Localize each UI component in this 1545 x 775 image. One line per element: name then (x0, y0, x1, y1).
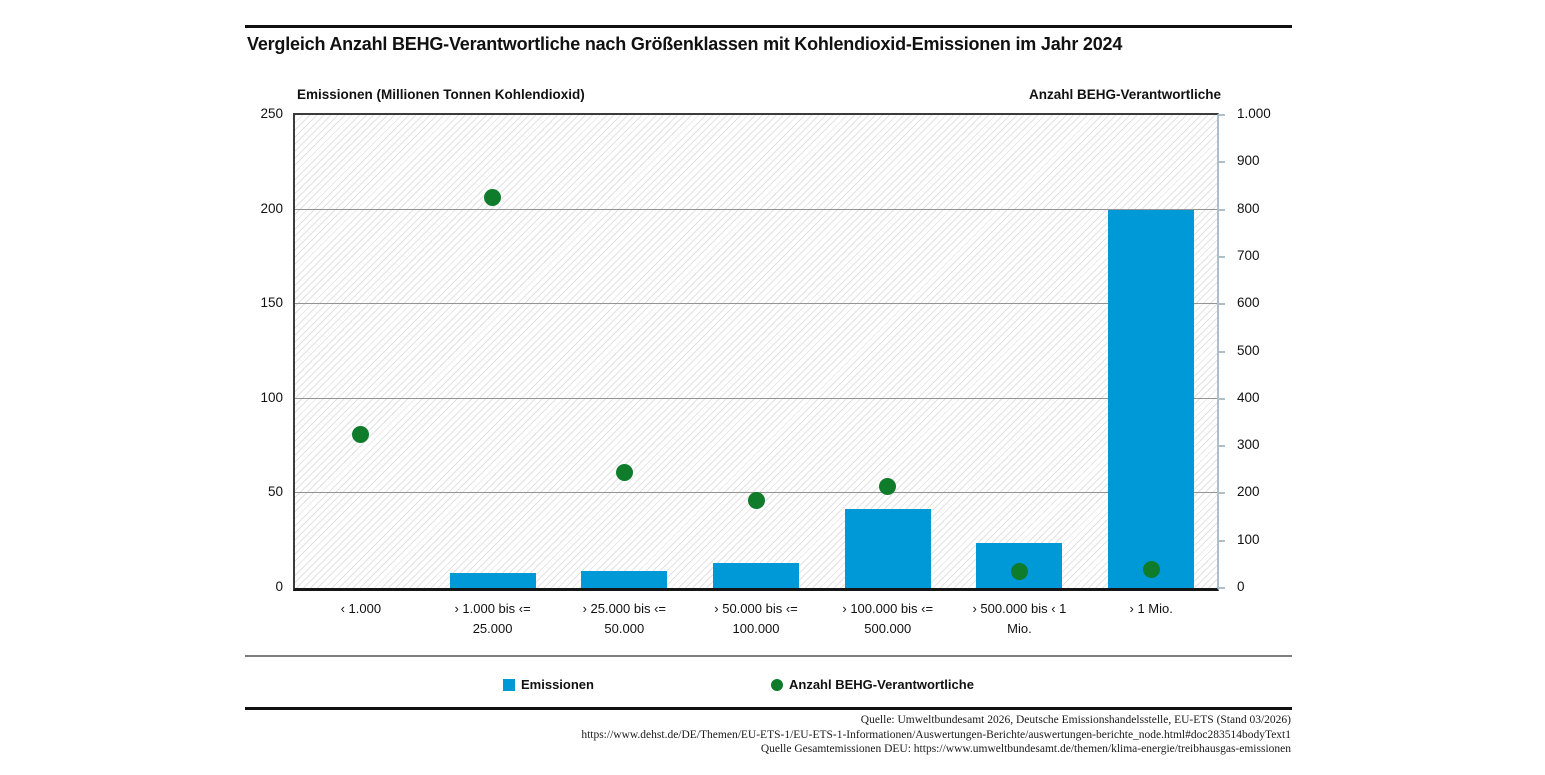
right-axis-tick (1219, 350, 1225, 353)
x-axis-label-line1: › 500.000 bis ‹ 1 (972, 601, 1067, 616)
x-axis-label: › 50.000 bis ‹= 100.000 (690, 599, 822, 639)
right-axis-tick (1219, 303, 1225, 306)
x-axis-label-line2: 500.000 (864, 621, 912, 636)
y-tick-label-left: 250 (260, 106, 283, 121)
count-dot (1010, 562, 1028, 580)
x-axis-label: ‹ 1.000 (295, 599, 427, 639)
right-axis-tick (1219, 114, 1225, 116)
right-axis-tick (1219, 397, 1225, 400)
y-tick-label-right: 800 (1237, 200, 1260, 216)
x-axis-label-line2: Mio. (1007, 621, 1032, 636)
y-tick-label-right: 400 (1237, 389, 1260, 405)
count-dot (747, 491, 765, 509)
y-tick-label-left: 50 (267, 484, 283, 500)
plot-area (293, 113, 1219, 591)
x-axis-label-line1: › 1 Mio. (1129, 601, 1173, 616)
source-line: Quelle: Umweltbundesamt 2026, Deutsche E… (860, 714, 1291, 726)
y-tick-label-right: 200 (1237, 484, 1260, 500)
y-tick-label-right: 100 (1237, 531, 1260, 547)
y-tick-label-left: 100 (260, 389, 283, 405)
x-axis-label: › 1.000 bis ‹= 25.000 (427, 599, 559, 639)
y-tick-label-left: 0 (275, 579, 283, 594)
left-axis-title: Emissionen (Millionen Tonnen Kohlendioxi… (297, 87, 585, 102)
x-axis-label: › 25.000 bis ‹= 50.000 (558, 599, 690, 639)
right-axis-tick (1219, 492, 1225, 495)
legend: Emissionen Anzahl BEHG-Verantwortliche (0, 677, 1545, 695)
y-tick-label-right: 900 (1237, 153, 1260, 169)
right-axis-tick (1219, 161, 1225, 164)
top-rule (245, 25, 1292, 28)
x-axis-label: › 1 Mio. (1085, 599, 1217, 639)
count-dot (484, 189, 502, 207)
source-block: Quelle: Umweltbundesamt 2026, Deutsche E… (245, 713, 1291, 757)
y-tick-label-right: 600 (1237, 295, 1260, 311)
y-tick-label-right: 1.000 (1237, 106, 1271, 121)
right-axis-title: Anzahl BEHG-Verantwortliche (1028, 87, 1221, 102)
emissions-bar (713, 563, 799, 588)
x-axis-label-line2: 25.000 (472, 621, 513, 636)
source-separator-line (245, 707, 1292, 710)
legend-label-count: Anzahl BEHG-Verantwortliche (789, 677, 974, 692)
y-tick-label-right: 300 (1237, 437, 1260, 453)
x-axis-label-line1: › 25.000 bis ‹= (582, 601, 667, 616)
emissions-bar (844, 508, 931, 588)
x-axis-label-line1: › 100.000 bis ‹= (842, 601, 934, 616)
y-tick-label-right: 500 (1237, 342, 1260, 358)
source-line: Quelle Gesamtemissionen DEU: https://www… (760, 743, 1291, 755)
legend-label-emissions: Emissionen (521, 677, 594, 692)
count-dot (1142, 560, 1160, 578)
right-axis-tick (1219, 208, 1225, 211)
y-tick-label-left: 150 (260, 295, 283, 311)
y-tick-label-right: 700 (1237, 247, 1260, 263)
x-axis-label-line2: 50.000 (604, 621, 645, 636)
x-axis-labels: ‹ 1.000 › 1.000 bis ‹= 25.000 › 25.000 bis … (295, 599, 1217, 639)
legend-item-emissions: Emissionen (503, 677, 594, 692)
x-axis-label-line1: › 1.000 bis ‹= (454, 601, 531, 616)
gridline (295, 208, 1217, 210)
emissions-square-icon (503, 678, 515, 691)
y-tick-label-left: 200 (260, 200, 283, 216)
right-axis-tick (1219, 587, 1225, 589)
legend-item-count: Anzahl BEHG-Verantwortliche (771, 677, 974, 692)
emissions-bar (581, 570, 668, 588)
count-dot (879, 477, 897, 495)
count-dot (615, 463, 633, 481)
x-axis-label: › 500.000 bis ‹ 1 Mio. (954, 599, 1086, 639)
x-axis-label: › 100.000 bis ‹= 500.000 (822, 599, 954, 639)
x-axis-label-line1: ‹ 1.000 (340, 601, 382, 616)
page-title: Vergleich Anzahl BEHG-Verantwortliche na… (247, 34, 1123, 54)
emissions-bar (1108, 209, 1195, 588)
right-axis-tick (1219, 445, 1225, 448)
gridline (295, 397, 1217, 399)
right-axis-tick (1219, 539, 1225, 542)
x-axis-label-line1: › 50.000 bis ‹= (714, 601, 798, 616)
x-axis-label-line2: 100.000 (732, 621, 780, 636)
count-circle-icon (771, 678, 783, 691)
emissions-bar (449, 572, 536, 588)
count-dot (352, 425, 370, 443)
gridline (295, 303, 1217, 305)
source-line: https://www.dehst.de/DE/Themen/EU-ETS-1/… (581, 728, 1291, 741)
legend-separator-line (245, 655, 1292, 657)
right-axis-tick (1219, 255, 1225, 258)
y-tick-label-right: 0 (1237, 579, 1245, 594)
